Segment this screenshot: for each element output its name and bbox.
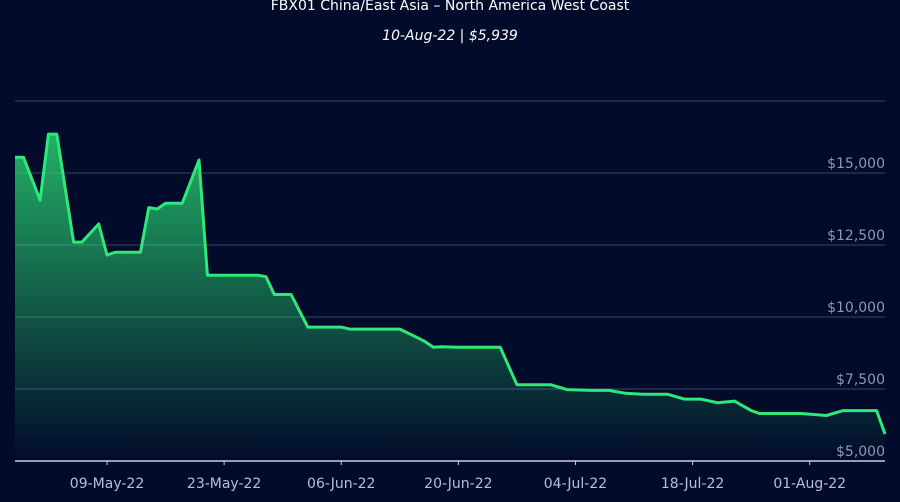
- line: [15, 132, 887, 435]
- y-tick-label: $15,000: [827, 156, 885, 172]
- chart-title: FBX01 China/East Asia – North America We…: [271, 0, 630, 14]
- x-tick-label: 20-Jun-22: [424, 476, 492, 492]
- x-tick-label: 23-May-22: [187, 476, 261, 492]
- chart-subtitle: 10-Aug-22 | $5,939: [382, 28, 518, 44]
- y-tick-label: $12,500: [827, 228, 885, 244]
- x-tick-label: 04-Jul-22: [544, 476, 607, 492]
- x-tick-label: 18-Jul-22: [661, 476, 724, 492]
- y-tick-label: $10,000: [827, 300, 885, 316]
- y-tick-label: $7,500: [836, 372, 885, 388]
- x-tick-label: 09-May-22: [70, 476, 144, 492]
- x-tick-label: 01-Aug-22: [773, 476, 846, 492]
- area-fill: [15, 134, 885, 461]
- x-tick-label: 06-Jun-22: [307, 476, 375, 492]
